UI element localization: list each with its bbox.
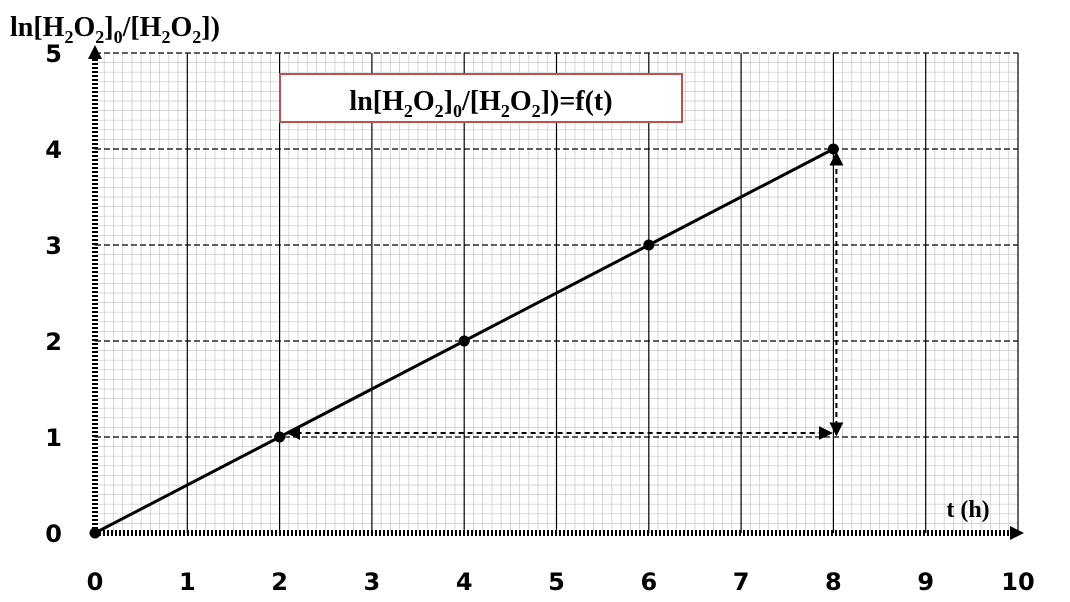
text-part: /[H	[461, 86, 501, 117]
y-axis-arrow	[88, 45, 102, 59]
y-tick-labels: 0 1 2 3 4 5	[45, 40, 62, 548]
text-part: ])=f(t)	[541, 86, 613, 117]
y-tick-label: 3	[45, 232, 62, 260]
subscript: 2	[501, 101, 510, 121]
y-tick-label: 5	[45, 40, 62, 68]
x-tick-labels: 0 1 2 3 4 5 6 7 8 9 10	[87, 568, 1035, 596]
text-part: /[H	[122, 12, 162, 43]
text-part: O	[413, 86, 435, 117]
x-tick-label: 1	[179, 568, 196, 596]
title-box: ln[H2O2]0/[H2O2])=f(t)	[279, 73, 683, 123]
subscript: 2	[95, 27, 104, 47]
text-part: ])	[201, 12, 220, 43]
subscript: 2	[404, 101, 413, 121]
x-tick-label: 10	[1001, 568, 1034, 596]
data-point	[89, 527, 101, 539]
chart-title: ln[H2O2]0/[H2O2])=f(t)	[349, 86, 612, 121]
x-tick-label: 0	[87, 568, 104, 596]
subscript: 2	[64, 27, 73, 47]
text-part: ln[H	[10, 12, 65, 43]
major-grid	[95, 52, 1019, 533]
y-tick-label: 0	[45, 520, 62, 548]
data-point	[274, 431, 286, 443]
data-point	[827, 143, 839, 155]
x-tick-label: 8	[825, 568, 842, 596]
subscript: 2	[532, 101, 541, 121]
subscript: 2	[192, 27, 201, 47]
text-part: O	[73, 12, 95, 43]
subscript: 2	[435, 101, 444, 121]
subscript: 0	[114, 27, 123, 47]
x-tick-label: 5	[548, 568, 565, 596]
x-axis-label: t (h)	[946, 497, 989, 523]
x-tick-label: 4	[456, 568, 473, 596]
subscript: 0	[453, 101, 462, 121]
series	[89, 143, 839, 539]
data-point	[458, 335, 470, 347]
x-tick-label: 7	[733, 568, 750, 596]
text-part: ]	[104, 12, 113, 43]
y-axis-label: ln[H2O2]0/[H2O2])	[10, 12, 220, 47]
text-part: ]	[444, 86, 453, 117]
axes	[88, 45, 1024, 540]
y-tick-label: 2	[45, 328, 62, 356]
x-tick-label: 9	[917, 568, 934, 596]
text-part: O	[510, 86, 532, 117]
y-tick-label: 4	[45, 136, 62, 164]
title-box-frame	[279, 73, 683, 123]
text-part: O	[170, 12, 192, 43]
x-tick-label: 3	[364, 568, 381, 596]
annotations	[286, 151, 844, 440]
x-tick-label: 2	[271, 568, 288, 596]
x-axis-arrow	[1010, 526, 1024, 540]
x-tick-label: 6	[640, 568, 657, 596]
y-tick-label: 1	[45, 424, 62, 452]
text-part: ln[H	[349, 86, 404, 117]
subscript: 2	[161, 27, 170, 47]
data-point	[643, 239, 655, 251]
